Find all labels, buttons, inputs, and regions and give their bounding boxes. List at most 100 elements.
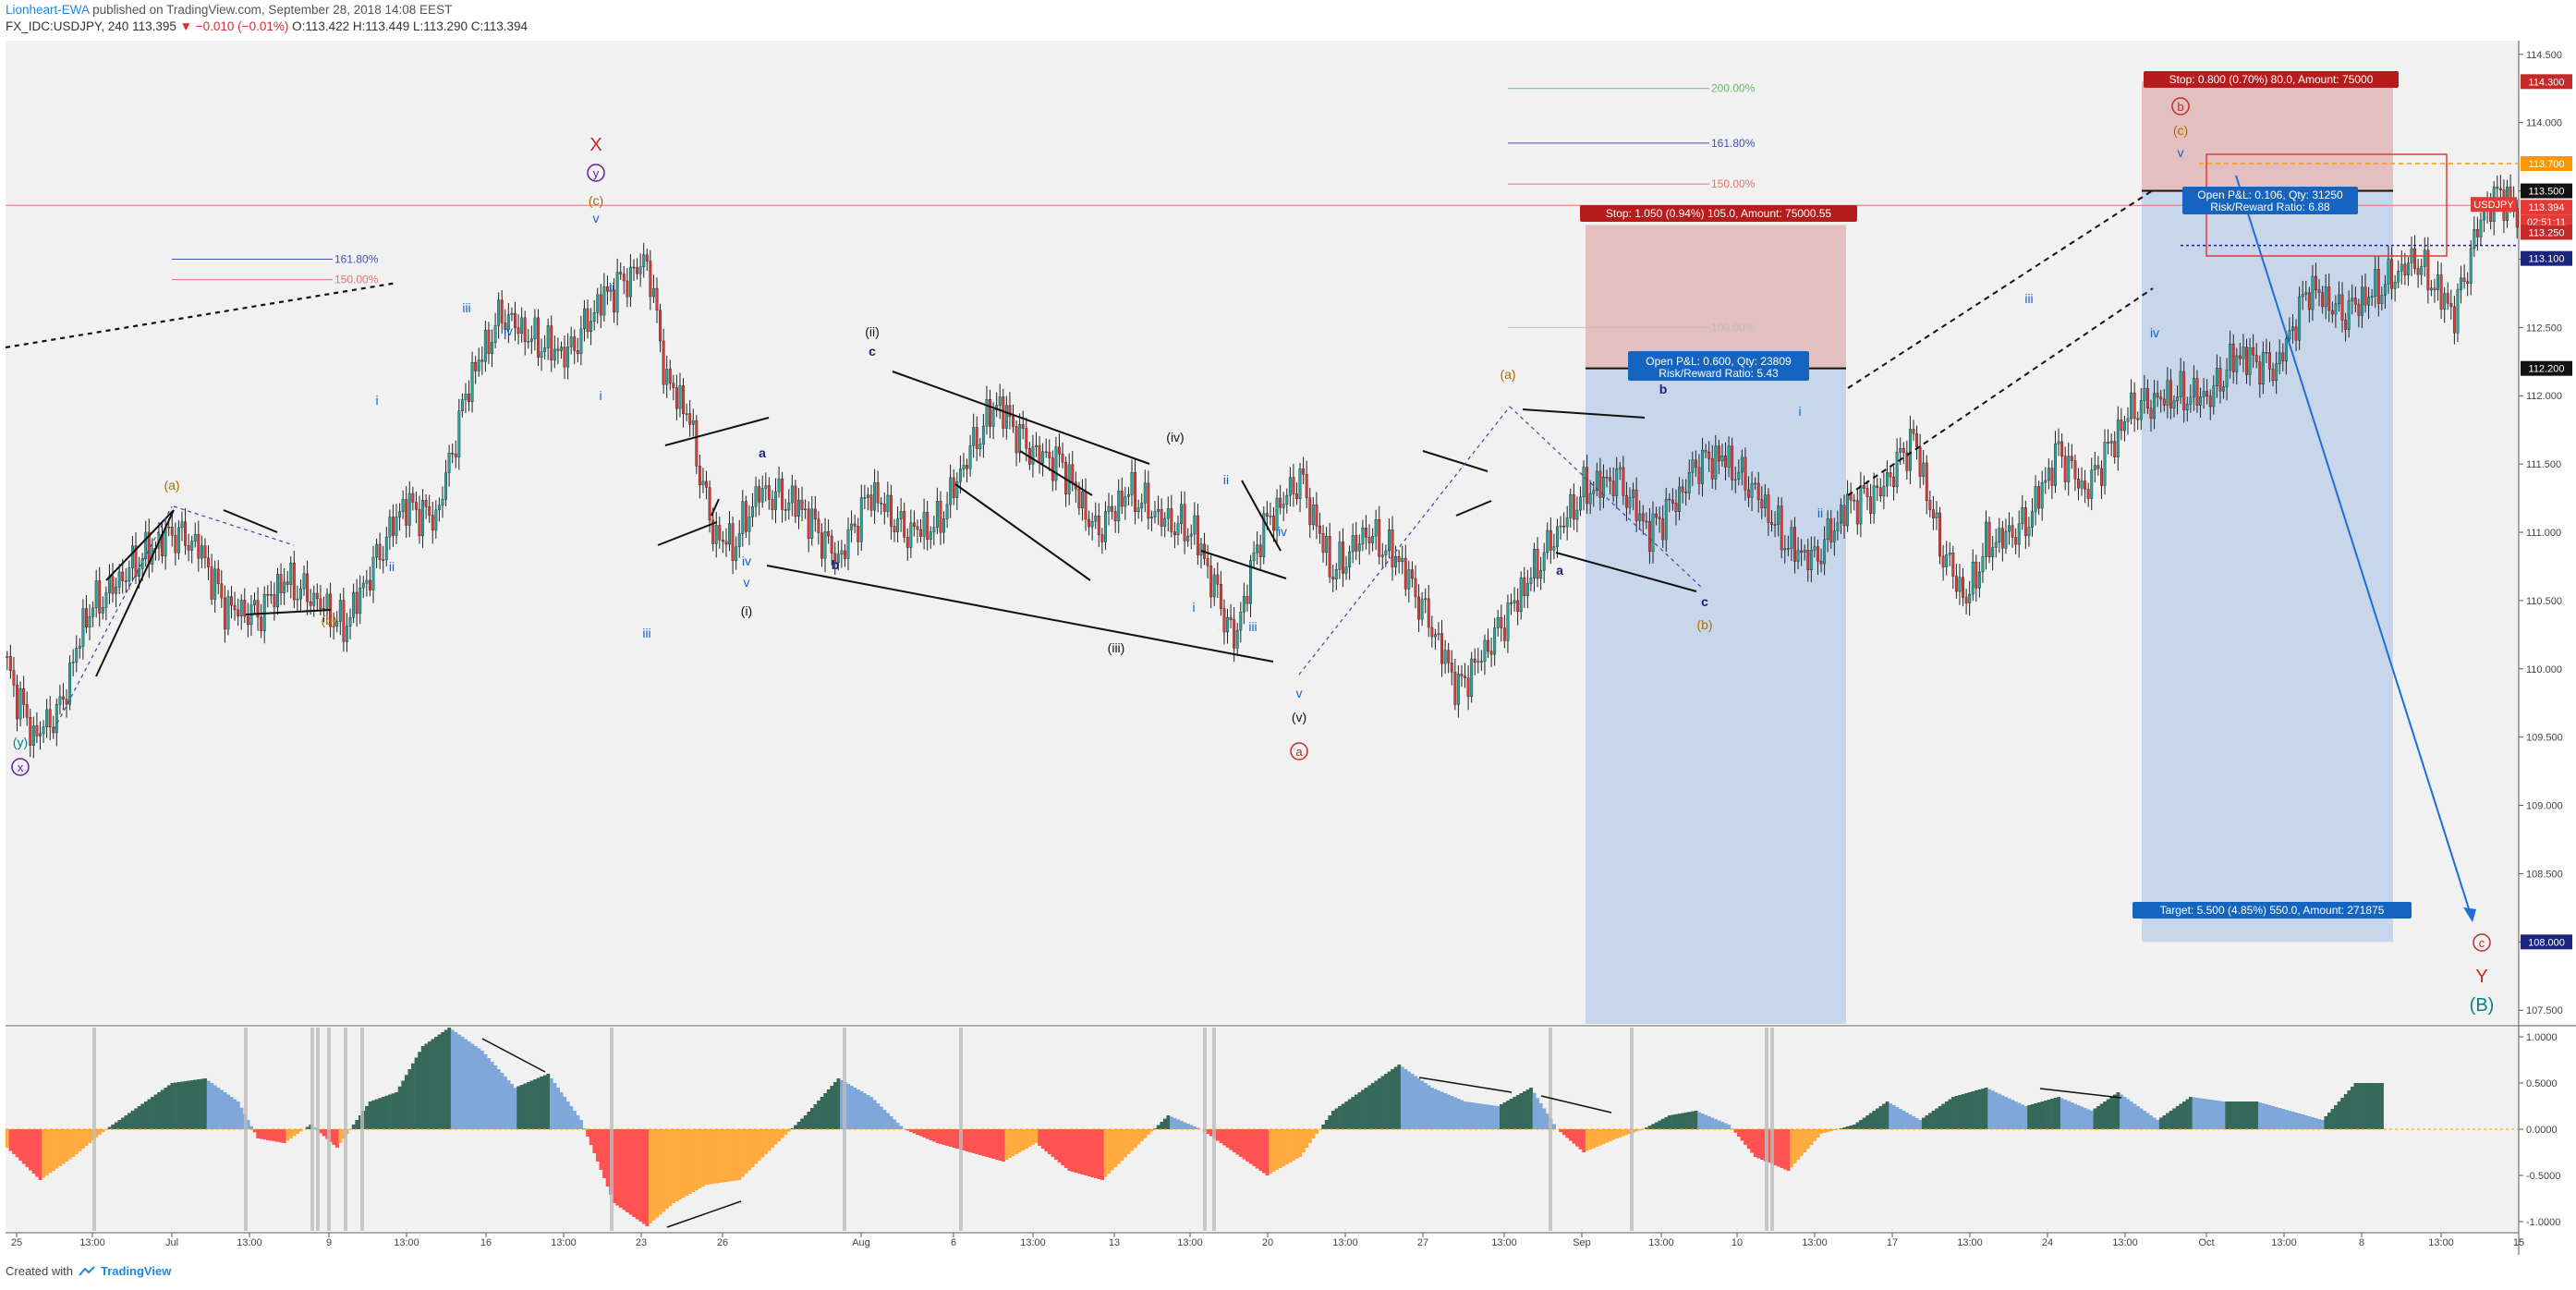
oscillator-bar bbox=[1561, 1129, 1566, 1136]
oscillator-bar bbox=[1559, 1129, 1563, 1133]
candle-body bbox=[929, 531, 932, 541]
oscillator-bar bbox=[737, 1129, 742, 1180]
oscillator-bar bbox=[1805, 1129, 1810, 1149]
candle-body bbox=[1800, 550, 1804, 553]
candle-body bbox=[1968, 593, 1972, 603]
oscillator-bar bbox=[246, 1120, 250, 1129]
fib-level-label: 161.80% bbox=[1711, 137, 1756, 150]
oscillator-bar bbox=[1977, 1089, 1982, 1129]
oscillator-bar bbox=[925, 1129, 930, 1139]
oscillator-bar bbox=[809, 1108, 814, 1129]
oscillator-bar bbox=[2145, 1113, 2150, 1129]
oscillator-bar bbox=[2228, 1101, 2232, 1129]
oscillator-bar bbox=[2166, 1113, 2169, 1129]
oscillator-bar bbox=[51, 1129, 55, 1171]
candle-body bbox=[926, 512, 930, 541]
oscillator-bar bbox=[2294, 1113, 2299, 1129]
candle-body bbox=[2288, 330, 2291, 340]
candle-body bbox=[708, 487, 711, 521]
oscillator-bar bbox=[1529, 1088, 1534, 1129]
oscillator-bar bbox=[233, 1099, 237, 1129]
oscillator-bar bbox=[559, 1092, 564, 1129]
trendline bbox=[766, 565, 1274, 663]
wave-label: i bbox=[1798, 404, 1801, 419]
candle-body bbox=[1710, 458, 1714, 480]
oscillator-bar bbox=[1938, 1106, 1942, 1129]
candle-body bbox=[504, 322, 507, 330]
candle-body bbox=[873, 481, 877, 511]
oscillator-bar bbox=[698, 1129, 702, 1188]
candle-body bbox=[2000, 528, 2004, 549]
candle-body bbox=[1506, 602, 1510, 641]
oscillator-bar bbox=[579, 1120, 583, 1129]
candle-body bbox=[546, 325, 550, 348]
created-with-label: Created with bbox=[6, 1264, 73, 1278]
candle-body bbox=[2063, 456, 2067, 482]
oscillator-bar bbox=[1364, 1088, 1368, 1129]
candle-body bbox=[1892, 476, 1896, 488]
candle-body bbox=[1987, 521, 1991, 558]
candle-body bbox=[1262, 513, 1266, 557]
oscillator-bar bbox=[1984, 1088, 1988, 1129]
oscillator-bar bbox=[2076, 1105, 2081, 1129]
candle-body bbox=[2449, 303, 2453, 308]
candle-body bbox=[1252, 552, 1256, 561]
candle-body bbox=[1859, 485, 1863, 525]
oscillator-bar bbox=[2225, 1101, 2230, 1129]
candle-body bbox=[1351, 535, 1355, 553]
candle-body bbox=[1245, 596, 1249, 604]
candle-body bbox=[1513, 600, 1516, 603]
candle-body bbox=[296, 598, 299, 601]
oscillator-bar bbox=[424, 1043, 429, 1129]
time-tick-label: 13:00 bbox=[2112, 1237, 2138, 1248]
oscillator-bar bbox=[1166, 1115, 1171, 1129]
oscillator-histogram bbox=[6, 1028, 2384, 1226]
price-tag-text: 114.300 bbox=[2529, 77, 2565, 88]
oscillator-bar bbox=[895, 1123, 900, 1129]
author-link[interactable]: Lionheart-EWA bbox=[6, 3, 90, 17]
price-tag: 108.000 bbox=[2521, 934, 2572, 950]
candle-body bbox=[1962, 577, 1964, 598]
candle-body bbox=[384, 536, 388, 560]
oscillator-bar bbox=[1456, 1099, 1461, 1129]
candle-body bbox=[1427, 598, 1430, 628]
oscillator-bar bbox=[2034, 1103, 2038, 1129]
candle-body bbox=[771, 499, 774, 510]
wave-label: (b) bbox=[1696, 617, 1712, 632]
wave-label: b bbox=[832, 557, 840, 572]
oscillator-bar bbox=[2278, 1108, 2282, 1129]
candle-body bbox=[2031, 511, 2034, 528]
candle-body bbox=[596, 294, 600, 313]
oscillator-bar bbox=[1681, 1113, 1685, 1129]
candle-body bbox=[1298, 468, 1302, 499]
candle-body bbox=[1780, 505, 1783, 551]
candle-body bbox=[2047, 468, 2050, 481]
candle-body bbox=[273, 594, 276, 608]
candle-body bbox=[2011, 525, 2014, 538]
candle-body bbox=[2050, 468, 2054, 486]
candle-body bbox=[378, 543, 382, 560]
candle-body bbox=[2258, 361, 2262, 385]
time-axis: 25 13:00 Jul 13:00 9 13:00 16 13:00 23 26 Aug 6 13:0… bbox=[11, 1233, 2524, 1248]
candle-body bbox=[2416, 268, 2420, 275]
oscillator-bar bbox=[2083, 1108, 2087, 1129]
oscillator-bar bbox=[556, 1088, 560, 1129]
oscillator-bar bbox=[305, 1126, 310, 1129]
candle-body bbox=[1479, 661, 1483, 663]
candle-body bbox=[510, 312, 514, 315]
tradingview-brand[interactable]: TradingView bbox=[100, 1264, 172, 1278]
oscillator-bar bbox=[1842, 1127, 1847, 1129]
oscillator-bar bbox=[1677, 1114, 1682, 1129]
candle-body bbox=[1334, 569, 1338, 580]
oscillator-bar bbox=[2030, 1104, 2035, 1129]
oscillator-bar bbox=[1525, 1089, 1530, 1129]
oscillator-bar bbox=[434, 1037, 438, 1129]
candle-body bbox=[840, 550, 844, 555]
wave-label: c bbox=[869, 344, 876, 359]
oscillator-bar bbox=[836, 1078, 841, 1129]
candle-body bbox=[889, 494, 893, 527]
candle-body bbox=[1113, 511, 1117, 522]
candle-body bbox=[424, 500, 428, 507]
